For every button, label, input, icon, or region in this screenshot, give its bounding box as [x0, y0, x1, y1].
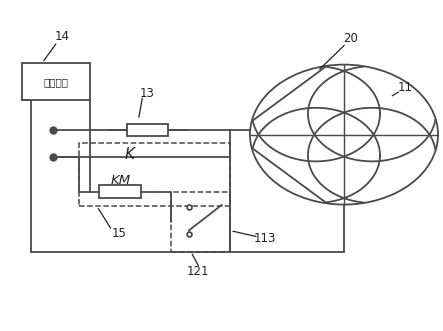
Bar — [99, 185, 141, 198]
Text: 20: 20 — [343, 32, 358, 45]
Bar — [79, 143, 230, 206]
Text: 供电接口: 供电接口 — [44, 77, 69, 87]
Text: 113: 113 — [254, 232, 276, 245]
Text: 121: 121 — [186, 265, 209, 278]
Text: K: K — [124, 147, 135, 162]
Bar — [23, 63, 90, 100]
Text: KM: KM — [111, 174, 131, 187]
Text: 14: 14 — [54, 30, 70, 43]
Text: 15: 15 — [111, 227, 126, 240]
Text: 11: 11 — [398, 81, 413, 94]
Text: 13: 13 — [140, 87, 155, 100]
Bar — [171, 192, 230, 252]
Bar — [127, 123, 167, 136]
